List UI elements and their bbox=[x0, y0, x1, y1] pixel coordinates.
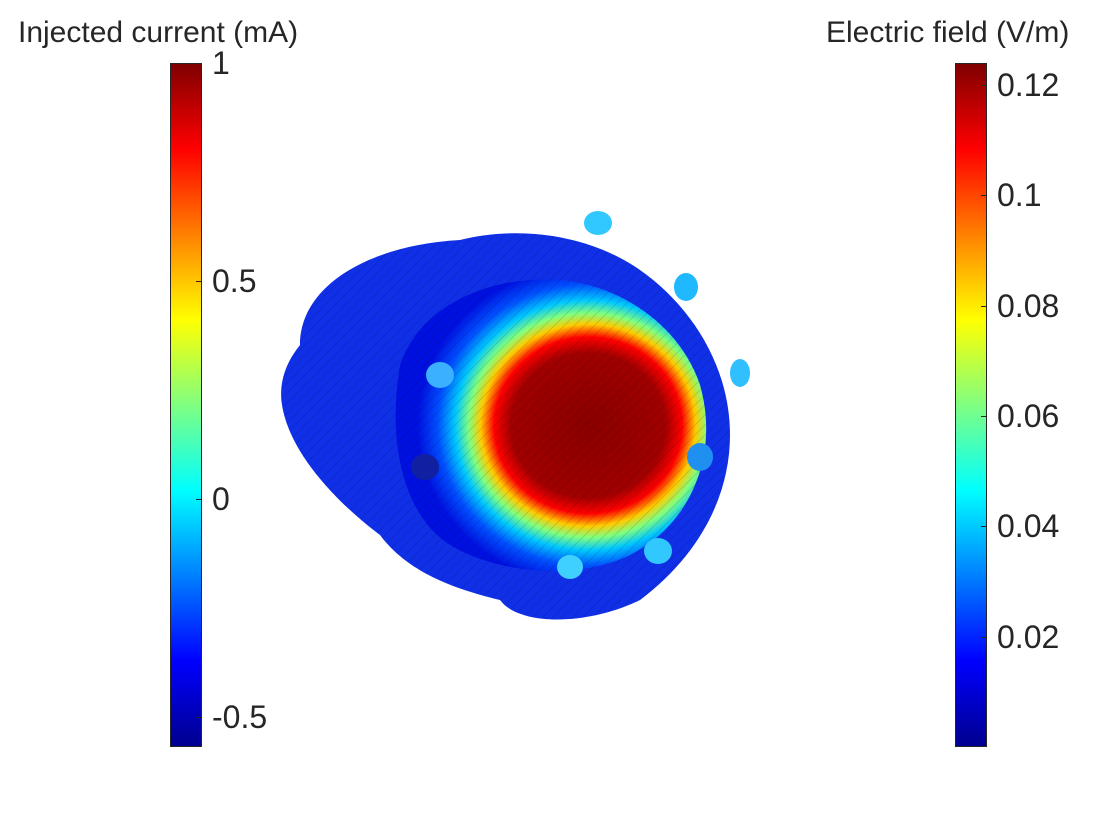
injected-current-colorbar bbox=[170, 63, 202, 747]
left-tick-label-2: 0 bbox=[212, 480, 230, 517]
left-tick-label-3: -0.5 bbox=[212, 698, 268, 735]
electrode-8 bbox=[557, 555, 583, 579]
right-tick-label-3: 0.06 bbox=[997, 398, 1060, 435]
electrode-1 bbox=[584, 211, 612, 235]
right-tick-mark-3 bbox=[981, 416, 987, 418]
electrode-6 bbox=[687, 443, 713, 471]
electrode-5 bbox=[411, 454, 439, 480]
right-tick-mark-1 bbox=[981, 195, 987, 197]
electric-field-colorbar bbox=[955, 63, 987, 747]
electrode-3 bbox=[730, 359, 750, 387]
electric-field-title: Electric field (V/m) bbox=[826, 16, 1070, 49]
right-tick-label-0: 0.12 bbox=[997, 67, 1060, 104]
right-tick-mark-4 bbox=[981, 526, 987, 528]
left-tick-mark-2 bbox=[196, 498, 202, 500]
brain-electric-field-map bbox=[281, 211, 750, 620]
left-tick-label-0: 1 bbox=[212, 45, 230, 81]
right-tick-mark-5 bbox=[981, 636, 987, 638]
electrode-2 bbox=[674, 273, 698, 301]
right-tick-label-2: 0.08 bbox=[997, 287, 1060, 324]
right-tick-mark-2 bbox=[981, 305, 987, 307]
brain-texture bbox=[281, 233, 730, 620]
left-tick-mark-0 bbox=[196, 63, 202, 64]
left-tick-mark-1 bbox=[196, 280, 202, 282]
right-tick-label-1: 0.1 bbox=[997, 177, 1042, 214]
right-tick-mark-0 bbox=[981, 85, 987, 87]
left-tick-mark-3 bbox=[196, 716, 202, 718]
right-tick-label-4: 0.04 bbox=[997, 508, 1060, 545]
right-tick-label-5: 0.02 bbox=[997, 618, 1060, 655]
injected-current-title: Injected current (mA) bbox=[18, 16, 299, 49]
electrode-4 bbox=[426, 362, 454, 388]
electrode-7 bbox=[644, 538, 672, 564]
left-tick-label-1: 0.5 bbox=[212, 262, 257, 299]
